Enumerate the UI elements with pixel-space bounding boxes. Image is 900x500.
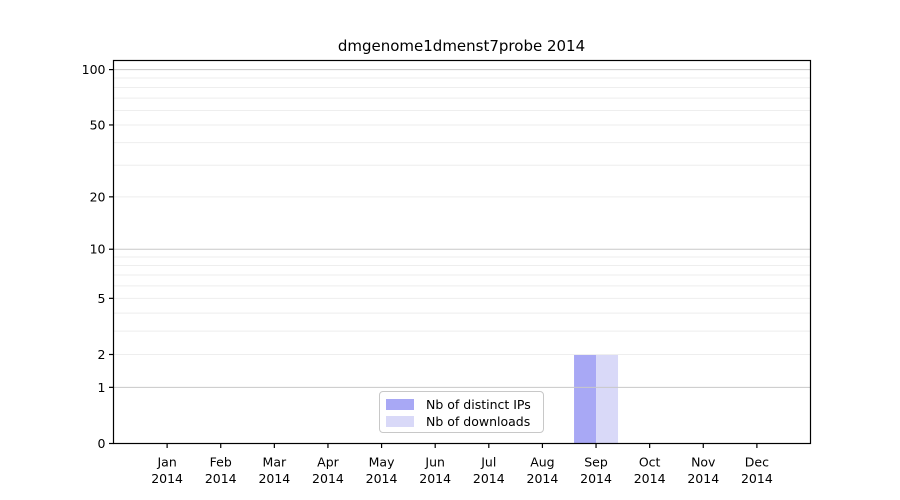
bar-downloads-sep <box>596 354 619 444</box>
chart-title: dmgenome1dmenst7probe 2014 <box>337 37 586 55</box>
x-tick-label-month: Jul <box>480 455 496 470</box>
legend-row-distinct-ips: Nb of distinct IPs <box>386 396 543 413</box>
x-tick-label-year: 2014 <box>312 471 344 486</box>
x-tick-label-year: 2014 <box>634 471 666 486</box>
y-tick-label: 20 <box>90 189 106 204</box>
x-tick-label-year: 2014 <box>366 471 398 486</box>
x-tick-label-month: Sep <box>584 455 608 470</box>
x-tick-label-month: Aug <box>530 455 554 470</box>
x-tick-label-month: Apr <box>317 455 339 470</box>
x-tick-label-year: 2014 <box>741 471 773 486</box>
x-tick-label-year: 2014 <box>151 471 183 486</box>
y-tick-label: 50 <box>90 117 106 132</box>
x-tick-label-year: 2014 <box>580 471 612 486</box>
y-tick-label: 1 <box>98 380 106 395</box>
x-tick-label-year: 2014 <box>419 471 451 486</box>
x-tick-label-month: May <box>369 455 395 470</box>
legend-swatch-downloads <box>386 416 414 427</box>
y-tick-label: 5 <box>98 291 106 306</box>
legend-row-downloads: Nb of downloads <box>386 413 543 430</box>
y-tick-label: 100 <box>82 62 106 77</box>
bar-distinct-ips-sep <box>574 354 597 444</box>
x-tick-label-month: Feb <box>210 455 232 470</box>
x-tick-label-month: Mar <box>263 455 287 470</box>
x-tick-label-year: 2014 <box>687 471 719 486</box>
legend-swatch-distinct-ips <box>386 399 414 410</box>
x-tick-label-month: Jan <box>156 455 176 470</box>
legend-label-downloads: Nb of downloads <box>426 413 531 429</box>
legend-label-distinct-ips: Nb of distinct IPs <box>426 396 531 412</box>
legend: Nb of distinct IPs Nb of downloads <box>379 391 544 433</box>
x-tick-label-month: Jun <box>424 455 445 470</box>
x-tick-label-year: 2014 <box>205 471 237 486</box>
plot-frame <box>112 59 812 445</box>
y-tick-label: 0 <box>98 436 106 451</box>
x-tick-label-month: Oct <box>639 455 661 470</box>
y-tick-label: 10 <box>90 242 106 257</box>
x-tick-label-year: 2014 <box>258 471 290 486</box>
x-tick-label-month: Nov <box>691 455 716 470</box>
y-tick-label: 2 <box>98 347 106 362</box>
x-tick-label-month: Dec <box>745 455 769 470</box>
x-tick-label-year: 2014 <box>473 471 505 486</box>
x-tick-label-year: 2014 <box>527 471 559 486</box>
